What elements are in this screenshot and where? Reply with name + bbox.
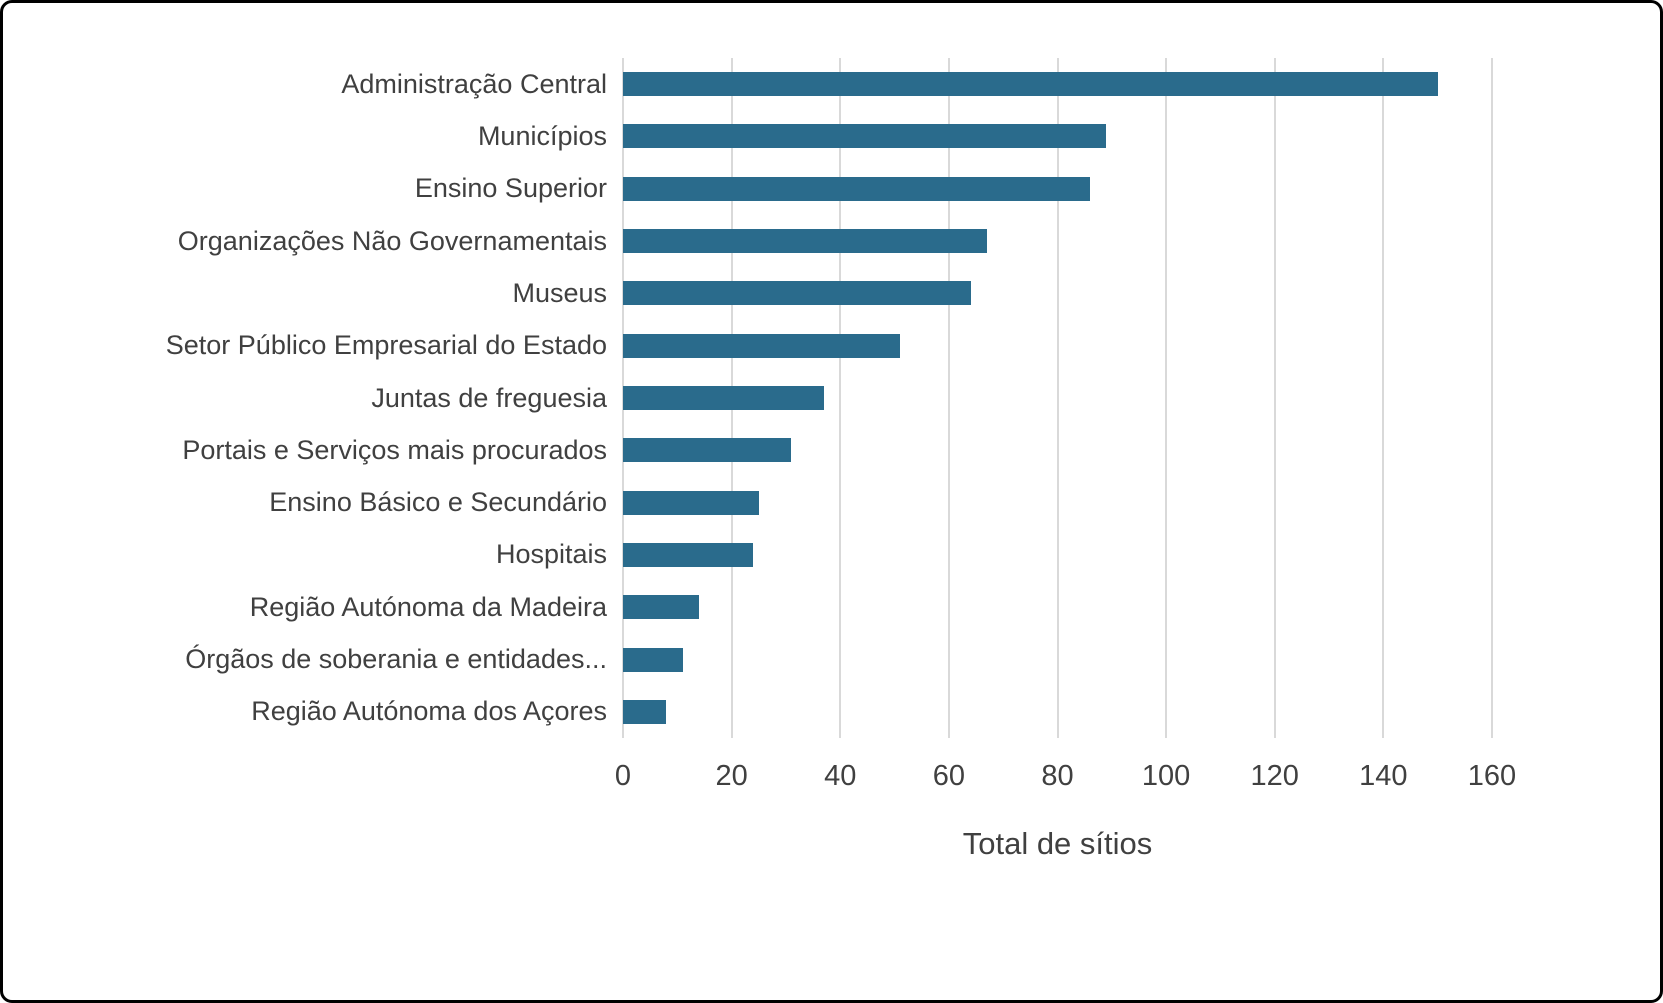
- bar-track: [623, 686, 1492, 738]
- x-tick-label: 60: [932, 760, 966, 792]
- bar-track: [623, 372, 1492, 424]
- x-tick-label: 160: [1467, 760, 1517, 792]
- chart-row: Órgãos de soberania e entidades...: [31, 633, 1492, 685]
- bar-track: [623, 477, 1492, 529]
- chart-row: Juntas de freguesia: [31, 372, 1492, 424]
- bar-track: [623, 424, 1492, 476]
- gridline: [1056, 58, 1059, 738]
- bar: [623, 176, 1091, 201]
- bar: [623, 281, 971, 306]
- gridline: [1165, 58, 1168, 738]
- x-tick-label: 0: [614, 760, 632, 792]
- chart-row: Portais e Serviços mais procurados: [31, 424, 1492, 476]
- x-axis: 0 20 40 60 80 100 120 140 160: [615, 738, 1516, 826]
- bar-track: [623, 633, 1492, 685]
- gridline: [839, 58, 842, 738]
- chart-row: Ensino Básico e Secundário: [31, 477, 1492, 529]
- x-tick-label: 20: [715, 760, 748, 792]
- x-tick-label: 100: [1141, 760, 1191, 792]
- x-tick-label: 40: [824, 760, 857, 792]
- gridline: [1382, 58, 1385, 738]
- bar: [623, 229, 987, 254]
- category-label: Portais e Serviços mais procurados: [182, 434, 607, 465]
- chart-row: Administração Central: [31, 58, 1492, 110]
- chart-row: Museus: [31, 267, 1492, 319]
- chart-row: Região Autónoma da Madeira: [31, 581, 1492, 633]
- gridline: [947, 58, 950, 738]
- chart-row: Região Autónoma dos Açores: [31, 686, 1492, 738]
- x-tick-label: 120: [1250, 760, 1299, 792]
- category-label: Hospitais: [495, 539, 607, 570]
- x-axis-title: Total de sítios: [962, 826, 1153, 861]
- category-label: Setor Público Empresarial do Estado: [165, 330, 607, 361]
- bar-track: [623, 215, 1492, 267]
- category-label: Administração Central: [341, 68, 607, 99]
- category-label: Ensino Superior: [414, 173, 607, 204]
- category-label: Organizações Não Governamentais: [177, 225, 607, 256]
- bar-chart: Administração Central Municípios Ensino Su…: [3, 3, 1660, 1000]
- category-label: Juntas de freguesia: [371, 382, 607, 413]
- category-label: Região Autónoma dos Açores: [251, 696, 607, 727]
- bar: [623, 490, 759, 515]
- bar: [623, 333, 900, 358]
- gridline: [1491, 58, 1493, 738]
- bar-track: [623, 110, 1492, 162]
- bar: [623, 386, 824, 411]
- chart-rows: Administração Central Municípios Ensino Su…: [31, 58, 1492, 738]
- bar: [623, 595, 700, 620]
- category-label: Ensino Básico e Secundário: [269, 487, 607, 518]
- bar-track: [623, 58, 1492, 110]
- bar: [623, 438, 792, 463]
- bar: [623, 72, 1438, 97]
- x-tick-label: 80: [1041, 760, 1074, 792]
- bar-track: [623, 581, 1492, 633]
- chart-row: Municípios: [31, 110, 1492, 162]
- category-label: Região Autónoma da Madeira: [249, 591, 607, 622]
- bar: [623, 647, 683, 672]
- chart-row: Setor Público Empresarial do Estado: [31, 320, 1492, 372]
- chart-row: Ensino Superior: [31, 163, 1492, 215]
- bar-track: [623, 267, 1492, 319]
- bar: [623, 699, 667, 724]
- category-label: Municípios: [477, 120, 607, 151]
- plot-area: Administração Central Municípios Ensino Su…: [31, 58, 1493, 738]
- bar-track: [623, 529, 1492, 581]
- chart-row: Hospitais: [31, 529, 1492, 581]
- bar: [623, 542, 754, 567]
- chart-row: Organizações Não Governamentais: [31, 215, 1492, 267]
- category-label: Museus: [512, 277, 607, 308]
- bar-track: [623, 163, 1492, 215]
- category-label: Órgãos de soberania e entidades...: [185, 644, 607, 675]
- bar: [623, 124, 1107, 149]
- x-tick-label: 140: [1359, 760, 1408, 792]
- gridline: [1273, 58, 1276, 738]
- bar-track: [623, 320, 1492, 372]
